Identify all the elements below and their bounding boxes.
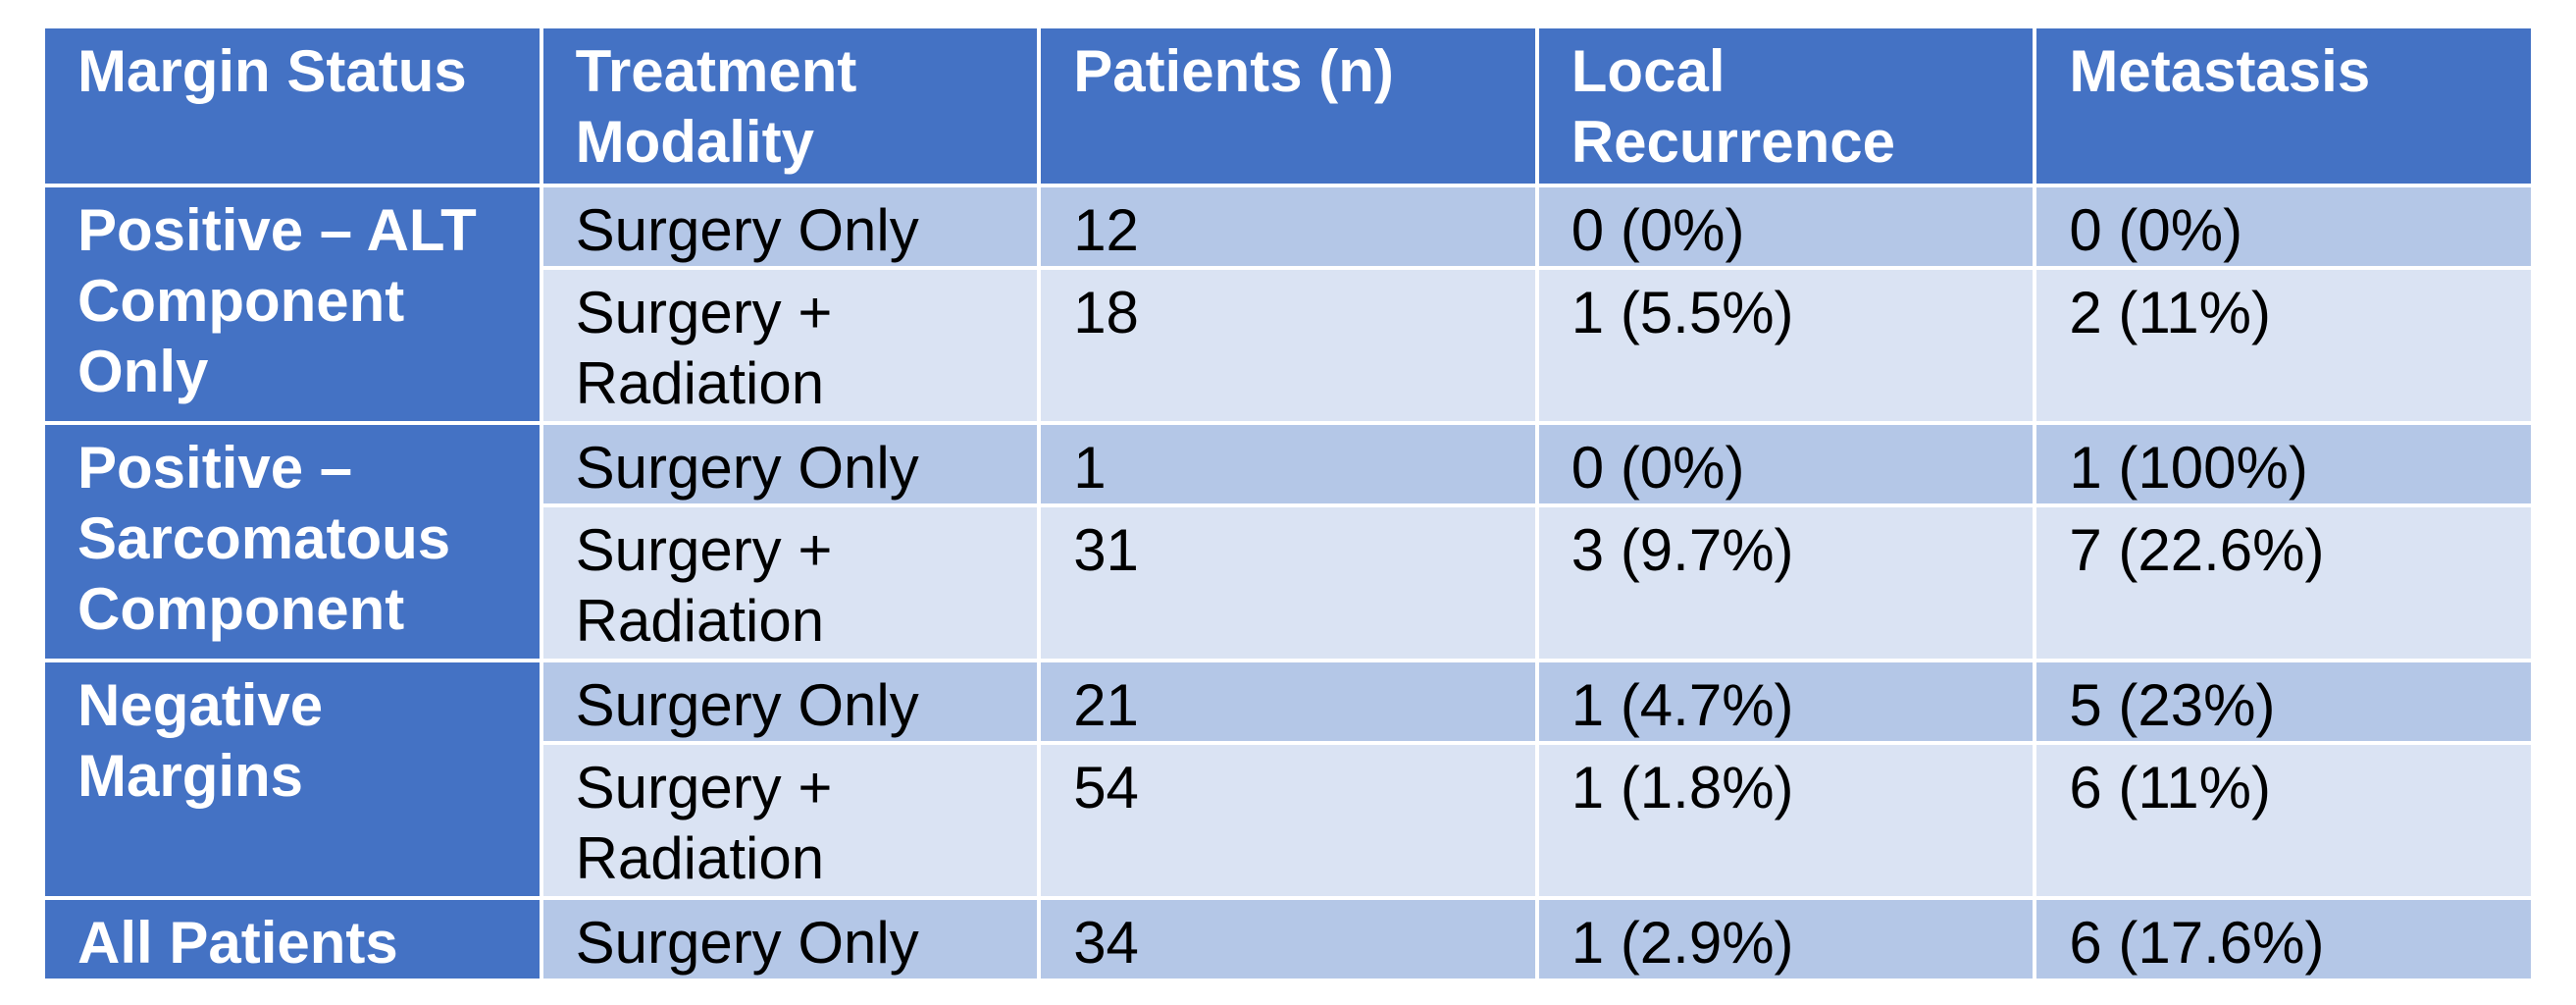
modality-cell: Surgery + Radiation	[542, 745, 1038, 896]
table-row: Positive – ALT Component Only Surgery On…	[45, 187, 2531, 421]
table-row: Negative Margins Surgery Only 21 1 (4.7%…	[45, 662, 2531, 896]
results-table: Margin Status Treatment Modality Patient…	[41, 25, 2535, 982]
local-recurrence-cell: 1 (5.5%)	[1538, 270, 2034, 421]
table-row: All Patients Surgery Only 34 1 (2.9%) 6 …	[45, 900, 2531, 979]
modality-cell: Surgery + Radiation	[542, 507, 1038, 659]
header-cell-metastasis: Metastasis	[2036, 28, 2531, 184]
header-cell-local-recurrence: Local Recurrence	[1538, 28, 2034, 184]
margin-status-cell: All Patients	[45, 900, 540, 979]
local-recurrence-cell: 1 (1.8%)	[1538, 745, 2034, 896]
metastasis-cell: 7 (22.6%)	[2036, 507, 2531, 659]
metastasis-cell: 0 (0%)	[2036, 187, 2531, 266]
local-recurrence-cell: 0 (0%)	[1538, 425, 2034, 503]
local-recurrence-cell: 1 (2.9%)	[1538, 900, 2034, 979]
patients-cell: 34	[1041, 900, 1535, 979]
results-table-container: Margin Status Treatment Modality Patient…	[41, 25, 2535, 982]
modality-cell: Surgery Only	[542, 425, 1038, 503]
patients-cell: 31	[1041, 507, 1535, 659]
header-cell-margin-status: Margin Status	[45, 28, 540, 184]
patients-cell: 12	[1041, 187, 1535, 266]
metastasis-cell: 6 (11%)	[2036, 745, 2531, 896]
patients-cell: 54	[1041, 745, 1535, 896]
modality-cell: Surgery Only	[542, 187, 1038, 266]
header-cell-treatment-modality: Treatment Modality	[542, 28, 1038, 184]
table-row: Surgery + Radiation 54 1 (1.8%) 6 (11%)	[45, 745, 2531, 896]
local-recurrence-cell: 3 (9.7%)	[1538, 507, 2034, 659]
modality-cell: Surgery Only	[542, 662, 1038, 741]
table-row: Surgery + Radiation 18 1 (5.5%) 2 (11%)	[45, 270, 2531, 421]
patients-cell: 1	[1041, 425, 1535, 503]
margin-status-cell: Positive – Sarcomatous Component	[45, 425, 540, 659]
modality-cell: Surgery + Radiation	[542, 270, 1038, 421]
metastasis-cell: 5 (23%)	[2036, 662, 2531, 741]
margin-status-cell: Negative Margins	[45, 662, 540, 896]
local-recurrence-cell: 0 (0%)	[1538, 187, 2034, 266]
table-row: Surgery + Radiation 31 3 (9.7%) 7 (22.6%…	[45, 507, 2531, 659]
table-row: Positive – Sarcomatous Component Surgery…	[45, 425, 2531, 659]
metastasis-cell: 1 (100%)	[2036, 425, 2531, 503]
patients-cell: 18	[1041, 270, 1535, 421]
patients-cell: 21	[1041, 662, 1535, 741]
header-row: Margin Status Treatment Modality Patient…	[45, 28, 2531, 184]
margin-status-cell: Positive – ALT Component Only	[45, 187, 540, 421]
modality-cell: Surgery Only	[542, 900, 1038, 979]
metastasis-cell: 2 (11%)	[2036, 270, 2531, 421]
metastasis-cell: 6 (17.6%)	[2036, 900, 2531, 979]
header-cell-patients: Patients (n)	[1041, 28, 1535, 184]
local-recurrence-cell: 1 (4.7%)	[1538, 662, 2034, 741]
